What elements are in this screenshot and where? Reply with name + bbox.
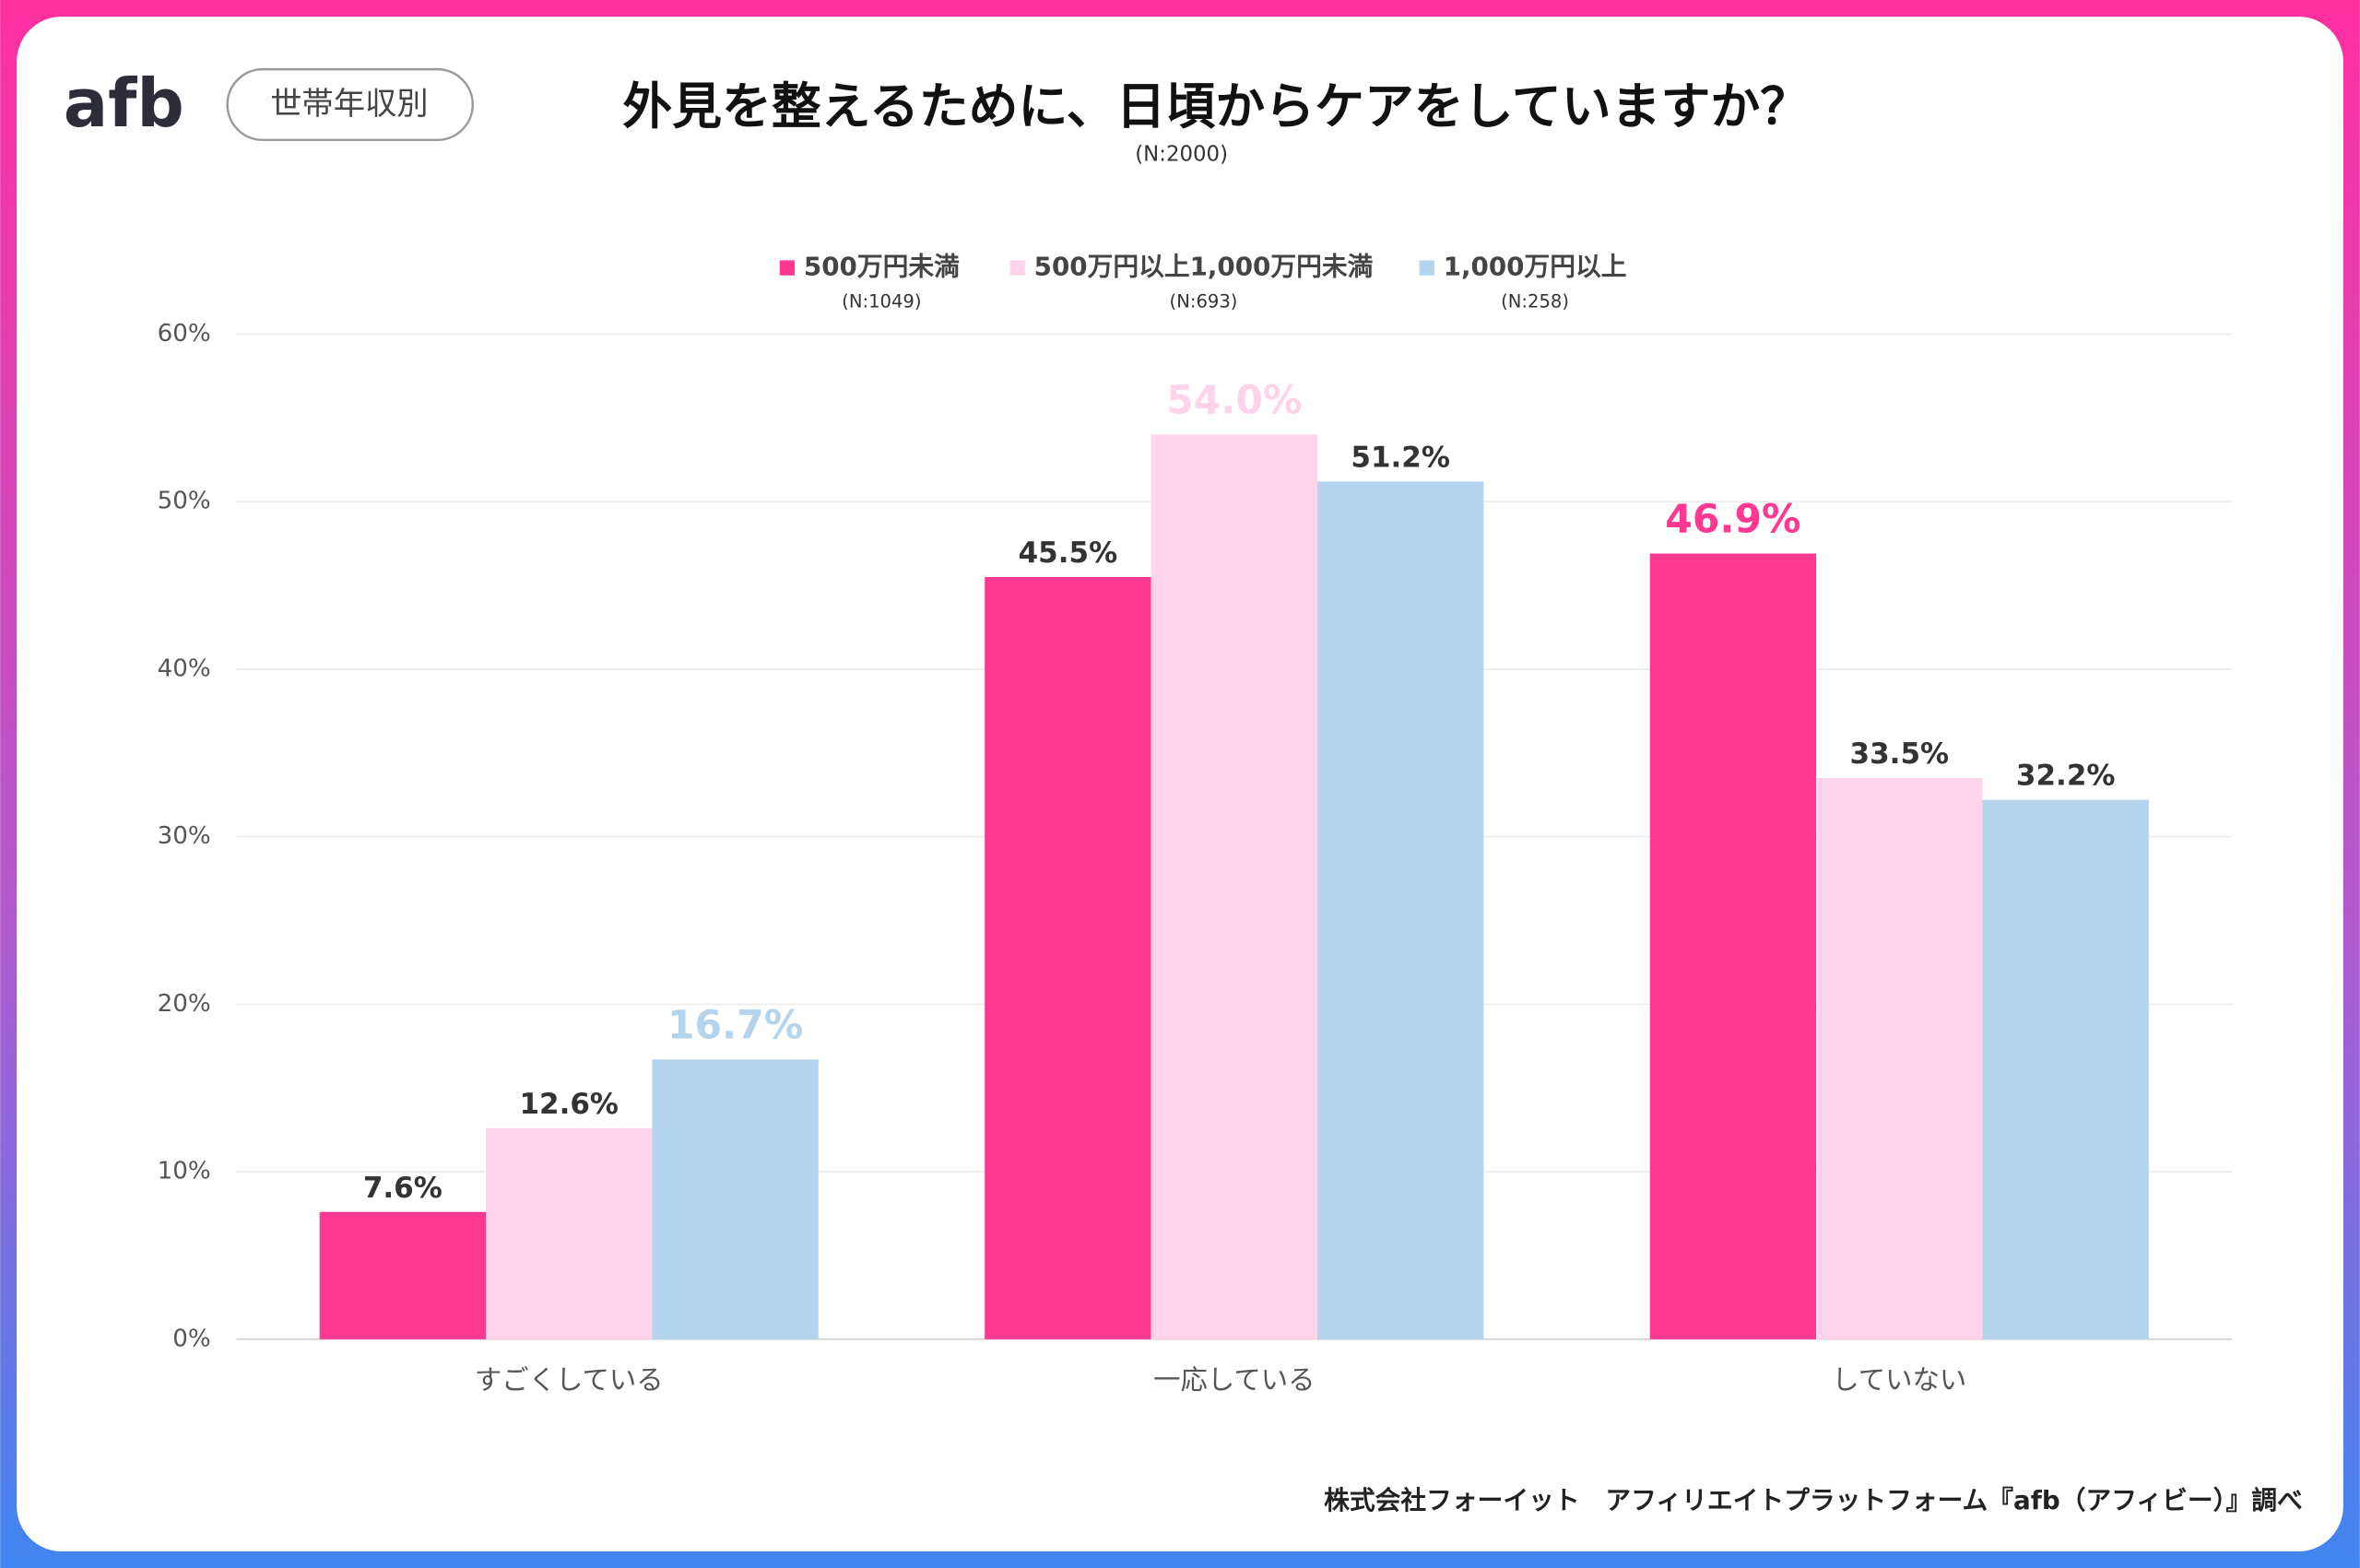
y-tick-label: 20% xyxy=(158,990,211,1018)
legend-n: (N:1049) xyxy=(842,291,921,312)
legend-label: 500万円以上1,000万円未満 xyxy=(1034,252,1374,282)
logo: afb xyxy=(64,65,184,142)
y-tick-label: 60% xyxy=(158,320,211,348)
value-label: 7.6% xyxy=(363,1172,442,1205)
y-tick-label: 0% xyxy=(172,1325,210,1352)
bar xyxy=(1816,778,1983,1339)
bar xyxy=(985,576,1151,1339)
y-tick-label: 30% xyxy=(158,822,211,850)
subtitle: (N:2000) xyxy=(1135,143,1228,167)
bar xyxy=(486,1127,653,1339)
tag-pill xyxy=(226,67,474,142)
legend-n: (N:693) xyxy=(1170,291,1238,312)
value-label-highlight: 54.0% xyxy=(1166,379,1302,424)
legend-swatch xyxy=(1009,260,1025,276)
value-label-highlight: 16.7% xyxy=(667,1004,803,1049)
value-label: 32.2% xyxy=(2016,760,2116,793)
bar xyxy=(319,1211,487,1339)
bar xyxy=(652,1059,819,1339)
bar xyxy=(1150,434,1317,1339)
bar xyxy=(1982,799,2149,1339)
footer: 株式会社フォーイット アフィリエイトプラットフォーム『afb（アフィビー）』調べ xyxy=(1324,1485,2303,1515)
legend-swatch xyxy=(779,260,796,276)
y-tick-label: 10% xyxy=(158,1158,211,1185)
value-label: 45.5% xyxy=(1019,536,1118,570)
y-tick-label: 40% xyxy=(158,654,211,682)
value-label: 33.5% xyxy=(1850,737,1950,771)
legend-label: 1,000万円以上 xyxy=(1444,252,1627,282)
x-tick-label: していない xyxy=(1832,1364,1966,1396)
chart-title: 外見を整えるために、日頃からケアをしていますか？ xyxy=(622,77,1810,136)
value-label-highlight: 46.9% xyxy=(1665,498,1800,543)
bar xyxy=(1316,481,1484,1339)
value-label: 12.6% xyxy=(519,1088,619,1121)
bar xyxy=(1649,553,1817,1339)
x-tick-label: すごくしている xyxy=(475,1364,664,1396)
y-tick-label: 50% xyxy=(158,488,211,515)
value-label: 51.2% xyxy=(1351,441,1450,474)
x-tick-label: 一応している xyxy=(1153,1364,1315,1396)
tag: 世帯年収別 xyxy=(270,86,428,123)
legend-swatch xyxy=(1419,260,1434,276)
legend-n: (N:258) xyxy=(1501,291,1569,312)
legend-label: 500万円未満 xyxy=(804,252,960,282)
